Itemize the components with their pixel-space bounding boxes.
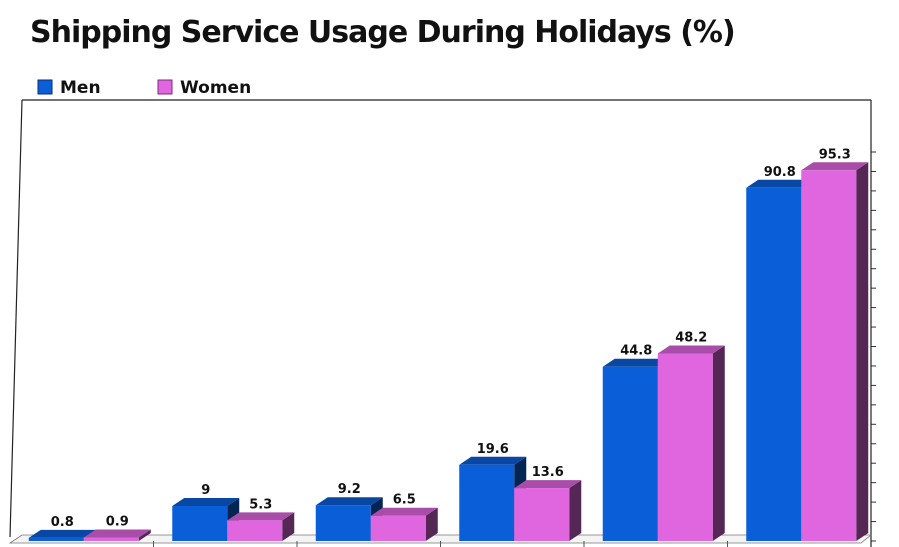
bars [28, 162, 869, 541]
bar-front [602, 366, 658, 541]
value-label-men-5: 44.8 [620, 344, 652, 359]
legend-swatch-women [157, 79, 173, 95]
plot-left-edge [9, 99, 23, 538]
value-label-men-4: 19.6 [477, 442, 509, 457]
value-label-women-4: 13.6 [532, 465, 564, 480]
bar-top [28, 529, 96, 538]
value-label-women-5: 48.2 [675, 331, 707, 346]
bar-front [657, 353, 713, 541]
plot-area [8, 99, 876, 547]
bar-top [514, 480, 582, 489]
bar-women-1 [83, 529, 151, 541]
bar-front [28, 537, 84, 541]
bar-top [459, 456, 527, 465]
legend-label-men: Men [60, 78, 101, 98]
chart-title: Shipping Service Usage During Holidays (… [30, 15, 735, 50]
legend-item-women: Women [157, 78, 251, 98]
bar-women-4 [514, 480, 582, 541]
legend: Men Women [37, 78, 251, 98]
bar-top [172, 497, 240, 506]
bar-top [657, 345, 725, 354]
bar-side [712, 345, 725, 541]
bar-side [138, 529, 151, 541]
value-label-women-1: 0.9 [106, 514, 129, 529]
legend-label-women: Women [180, 78, 251, 98]
plot-background [10, 100, 871, 537]
bar-front [370, 515, 426, 541]
value-label-men-2: 9 [201, 483, 210, 498]
value-label-men-6: 90.8 [764, 165, 796, 180]
bar-side [282, 512, 295, 541]
bar-top [370, 507, 438, 516]
bar-top [602, 358, 670, 367]
bar-front [83, 537, 139, 541]
bar-side [569, 480, 582, 541]
legend-item-men: Men [37, 78, 101, 98]
value-label-women-6: 95.3 [819, 147, 851, 162]
bar-top [746, 179, 814, 188]
legend-swatch-men [37, 79, 53, 95]
value-label-men-1: 0.8 [51, 515, 74, 530]
bar-top [83, 529, 151, 538]
bar-front [746, 187, 802, 541]
bar-women-5 [657, 345, 725, 541]
bar-front [227, 520, 283, 541]
bar-front [459, 464, 515, 541]
bar-front [801, 170, 857, 541]
bar-women-2 [227, 512, 295, 541]
bar-side [425, 507, 438, 541]
value-labels: 0.8 0.995.39.26.519.613.644.848.290.895.3 [51, 147, 851, 530]
value-label-women-3: 6.5 [393, 493, 416, 508]
bar-front [172, 505, 228, 541]
value-label-women-2: 5.3 [249, 497, 272, 512]
bar-top [227, 512, 295, 521]
bar-side [856, 162, 869, 541]
bar-women-6 [801, 162, 869, 541]
bar-top [315, 497, 383, 506]
bar-top [801, 162, 869, 171]
bar-front [514, 488, 570, 541]
bar-women-3 [370, 507, 438, 541]
bar-front [315, 505, 371, 541]
value-label-men-3: 9.2 [338, 482, 361, 497]
